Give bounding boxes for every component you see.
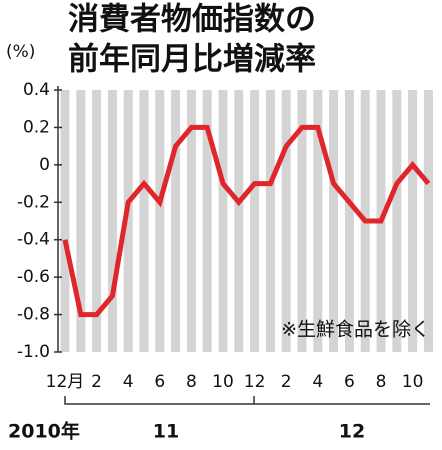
- month-band: [60, 90, 70, 352]
- month-band: [281, 90, 291, 352]
- chart-title: 消費者物価指数の: [68, 2, 316, 38]
- month-band: [107, 90, 117, 352]
- x-tick-label: 4: [123, 372, 134, 392]
- x-tick-label: 6: [154, 372, 165, 392]
- month-band: [92, 90, 102, 352]
- month-band: [408, 90, 418, 352]
- y-tick-label: 0: [39, 155, 50, 175]
- note: ※生鮮食品を除く: [281, 319, 430, 341]
- month-band: [155, 90, 165, 352]
- y-tick-label: -0.4: [17, 230, 50, 250]
- year-label: 11: [153, 421, 179, 443]
- x-tick-label: 10: [402, 372, 424, 392]
- month-band: [123, 90, 133, 352]
- month-band: [234, 90, 244, 352]
- month-band: [265, 90, 275, 352]
- chart-title: 前年同月比増減率: [68, 42, 316, 78]
- month-band: [313, 90, 323, 352]
- year-label: 12: [339, 421, 365, 443]
- y-tick-label: 0.2: [23, 117, 50, 137]
- y-unit: (%): [6, 42, 35, 62]
- x-tick-label: 2: [281, 372, 292, 392]
- month-band: [76, 90, 86, 352]
- x-tick-label: 12: [244, 372, 266, 392]
- year-bracket: [64, 396, 430, 405]
- month-band: [297, 90, 307, 352]
- x-tick-label: 2: [91, 372, 102, 392]
- y-tick-label: -1.0: [17, 342, 50, 362]
- month-band: [202, 90, 212, 352]
- x-tick-label: 8: [186, 372, 197, 392]
- x-tick-label: 6: [344, 372, 355, 392]
- month-band: [423, 90, 433, 352]
- month-band: [171, 90, 181, 352]
- month-band: [186, 90, 196, 352]
- month-band: [344, 90, 354, 352]
- x-tick-label: 8: [376, 372, 387, 392]
- y-tick-label: -0.8: [17, 305, 50, 325]
- month-band: [250, 90, 260, 352]
- y-tick-label: 0.4: [23, 80, 50, 100]
- y-tick-label: -0.2: [17, 192, 50, 212]
- month-band: [329, 90, 339, 352]
- x-tick-label: 4: [312, 372, 323, 392]
- year-label: 2010年: [8, 420, 80, 443]
- month-band: [392, 90, 402, 352]
- x-tick-label: 10: [212, 372, 234, 392]
- data-line: [62, 124, 431, 318]
- month-band: [218, 90, 228, 352]
- x-tick-label: 12月: [46, 372, 85, 392]
- month-band: [139, 90, 149, 352]
- y-tick-label: -0.6: [17, 267, 50, 287]
